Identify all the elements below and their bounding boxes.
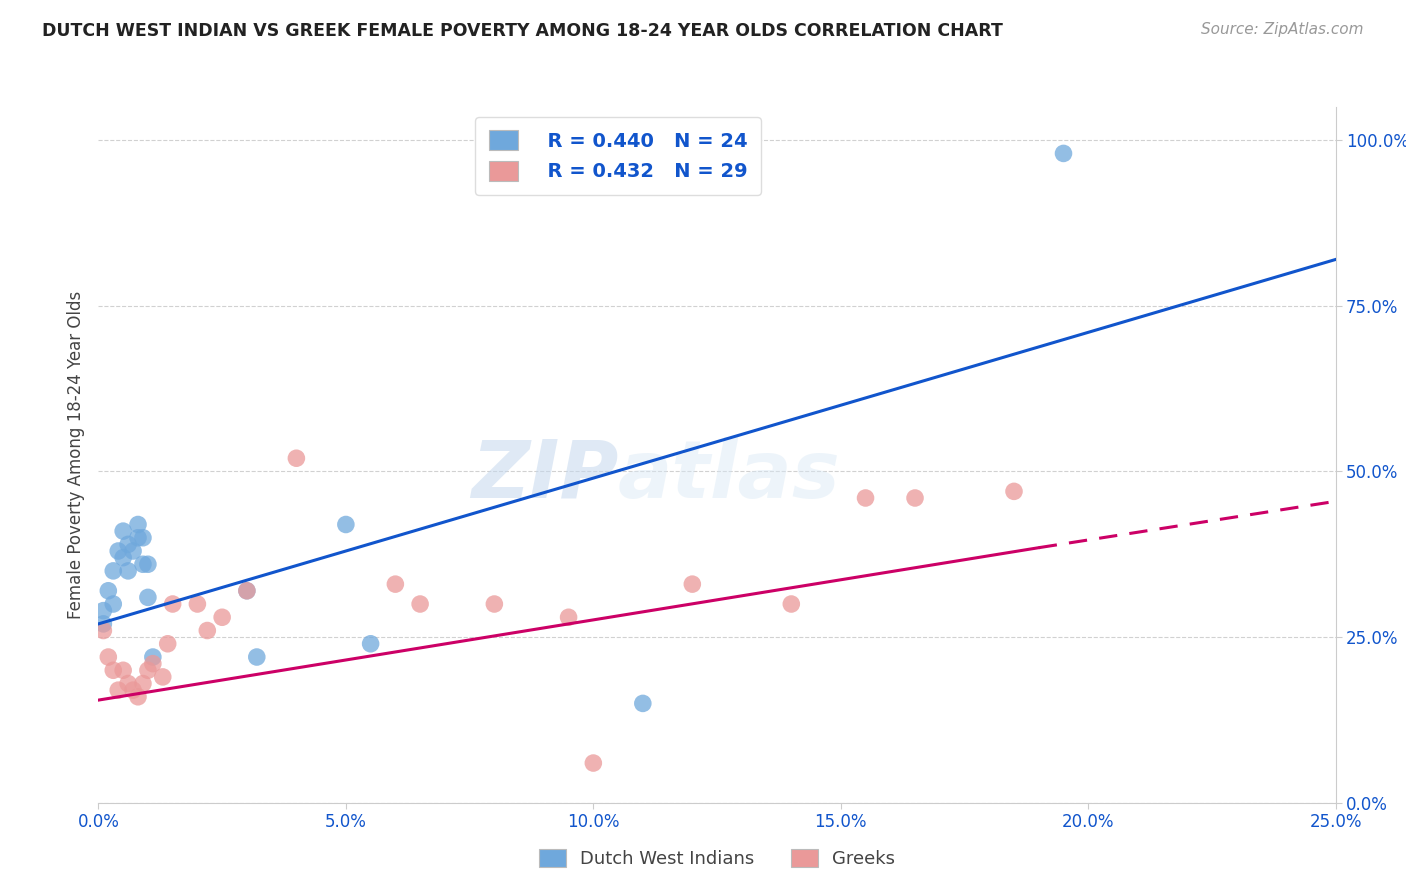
Point [136, 591, 159, 605]
Point [122, 683, 145, 698]
Point [136, 558, 159, 572]
Point [127, 517, 149, 532]
Point [335, 517, 357, 532]
Point [132, 676, 155, 690]
Y-axis label: Female Poverty Among 18-24 Year Olds: Female Poverty Among 18-24 Year Olds [66, 291, 84, 619]
Point [103, 564, 125, 578]
Point [136, 663, 159, 677]
Point [117, 564, 139, 578]
Point [142, 650, 165, 665]
Point [285, 451, 308, 466]
Text: ZIP: ZIP [471, 437, 619, 515]
Point [1002, 484, 1025, 499]
Point [93, 604, 115, 618]
Point [904, 491, 927, 505]
Point [107, 683, 129, 698]
Point [236, 583, 259, 598]
Point [195, 624, 218, 638]
Point [142, 657, 165, 671]
Point [117, 537, 139, 551]
Point [107, 544, 129, 558]
Point [93, 624, 115, 638]
Point [409, 597, 432, 611]
Point [93, 616, 115, 631]
Text: Source: ZipAtlas.com: Source: ZipAtlas.com [1201, 22, 1364, 37]
Point [246, 650, 269, 665]
Point [631, 697, 654, 711]
Point [152, 670, 174, 684]
Legend: Dutch West Indians, Greeks: Dutch West Indians, Greeks [530, 840, 904, 877]
Point [117, 676, 139, 690]
Point [780, 597, 803, 611]
Point [1052, 146, 1074, 161]
Point [582, 756, 605, 770]
Point [484, 597, 506, 611]
Point [112, 524, 135, 538]
Point [97, 650, 120, 665]
Point [236, 583, 259, 598]
Point [211, 610, 233, 624]
Point [186, 597, 208, 611]
Point [855, 491, 877, 505]
Point [97, 583, 120, 598]
Point [681, 577, 703, 591]
Text: DUTCH WEST INDIAN VS GREEK FEMALE POVERTY AMONG 18-24 YEAR OLDS CORRELATION CHAR: DUTCH WEST INDIAN VS GREEK FEMALE POVERT… [42, 22, 1002, 40]
Point [360, 637, 382, 651]
Point [112, 550, 135, 565]
Point [112, 663, 135, 677]
Point [103, 663, 125, 677]
Point [162, 597, 184, 611]
Point [127, 531, 149, 545]
Point [384, 577, 406, 591]
Text: atlas: atlas [619, 437, 841, 515]
Point [156, 637, 179, 651]
Point [122, 544, 145, 558]
Point [557, 610, 579, 624]
Point [103, 597, 125, 611]
Point [132, 531, 155, 545]
Point [132, 558, 155, 572]
Point [127, 690, 149, 704]
